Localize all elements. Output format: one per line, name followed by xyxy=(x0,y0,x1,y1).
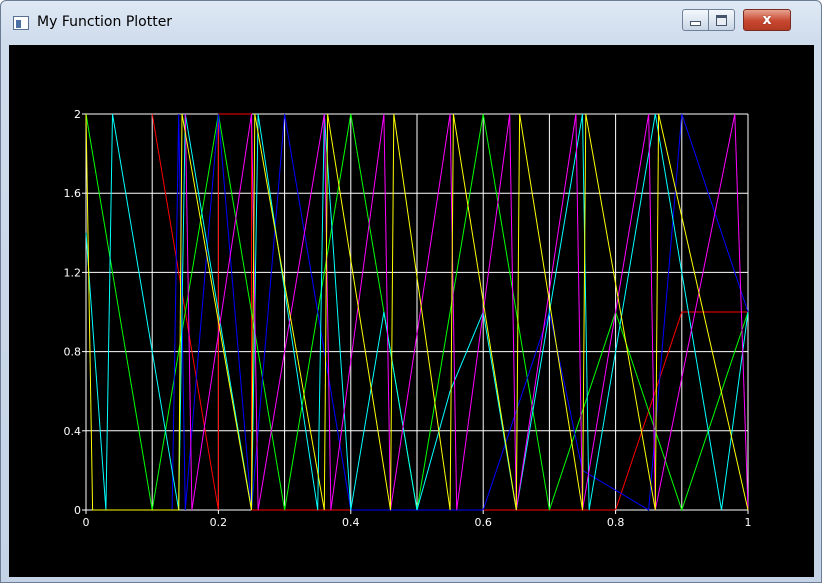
window-title: My Function Plotter xyxy=(37,14,173,30)
y-tick-label: 0 xyxy=(74,504,81,517)
maximize-button[interactable] xyxy=(708,9,735,31)
x-tick-label: 0.2 xyxy=(210,516,228,529)
x-tick-label: 0.8 xyxy=(607,516,625,529)
title-bar[interactable]: My Function Plotter x xyxy=(1,1,821,45)
series-line-4 xyxy=(85,113,749,511)
x-tick-label: 0 xyxy=(83,516,90,529)
y-tick-label: 0.8 xyxy=(64,346,82,359)
x-tick-label: 0.6 xyxy=(474,516,492,529)
function-plot: 0 0.2 0.4 0.6 0.8 1 0 0.4 0.8 1.2 1.6 2 xyxy=(64,108,752,529)
x-tick-label: 1 xyxy=(745,516,752,529)
y-tick-label: 1.2 xyxy=(64,266,82,279)
close-button[interactable]: x xyxy=(743,9,791,31)
close-icon: x xyxy=(762,12,772,28)
minimize-icon xyxy=(690,21,701,26)
y-tick-label: 0.4 xyxy=(64,425,82,438)
series-line-6 xyxy=(85,113,749,511)
y-tick-label: 2 xyxy=(74,108,81,121)
maximize-icon xyxy=(716,14,727,26)
plot-area: 0 0.2 0.4 0.6 0.8 1 0 0.4 0.8 1.2 1.6 2 xyxy=(9,45,814,577)
minimize-button[interactable] xyxy=(682,9,709,31)
y-tick-label: 1.6 xyxy=(64,187,82,200)
app-window-icon[interactable] xyxy=(13,16,29,30)
x-tick-label: 0.4 xyxy=(342,516,360,529)
series-line-5 xyxy=(184,113,749,511)
series-line-3 xyxy=(171,113,749,511)
